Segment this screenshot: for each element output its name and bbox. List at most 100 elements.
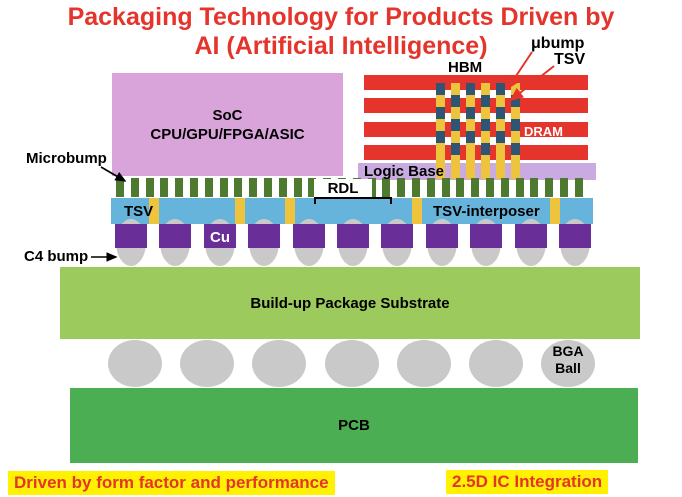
bga-ball <box>324 340 379 387</box>
hbm-ubump-segment <box>481 95 490 107</box>
microbump <box>397 178 406 197</box>
microbump <box>293 178 302 197</box>
microbump <box>130 178 139 197</box>
hbm-tsv-segment <box>466 143 475 155</box>
tsv-interposer-left-label: TSV <box>124 203 154 220</box>
microbump <box>278 178 287 197</box>
tsv-interposer-label: TSV-interposer <box>433 203 540 220</box>
hbm-ubump-segment <box>496 131 505 143</box>
hbm-tsv-segment <box>436 167 445 179</box>
hbm-tsv-segment <box>511 107 520 119</box>
hbm-tsv-segment <box>511 155 520 167</box>
cu-pillar <box>559 224 591 248</box>
hbm-tsv-segment <box>481 155 490 167</box>
hbm-tsv-segment <box>436 95 445 107</box>
bga-ball <box>252 340 307 387</box>
microbump <box>456 178 465 197</box>
hbm-ubump-segment <box>466 131 475 143</box>
microbump <box>190 178 198 197</box>
hbm-tsv-segment <box>466 95 475 107</box>
microbump <box>574 178 583 197</box>
hbm-tsv-segment <box>481 167 490 179</box>
microbump <box>219 178 228 197</box>
hbm-tsv-segment <box>481 107 490 119</box>
hbm-tsv-segment <box>451 131 460 143</box>
footer-right-note: 2.5D IC Integration <box>446 470 609 494</box>
hbm-ubump-segment <box>451 95 460 107</box>
microbump <box>145 178 154 197</box>
microbump <box>175 178 184 197</box>
interposer-tsv-stripe <box>149 198 159 224</box>
cu-pillar <box>203 224 236 248</box>
microbump <box>471 178 480 197</box>
microbump <box>500 178 509 197</box>
cu-pillar <box>514 224 547 248</box>
package-substrate-block: Build-up Package Substrate <box>60 267 640 339</box>
bga-ball <box>541 340 596 387</box>
interposer-tsv-stripe <box>285 198 295 224</box>
hbm-tsv-segment <box>436 119 445 131</box>
cu-pillar <box>381 224 414 248</box>
hbm-ubump-segment <box>481 119 490 131</box>
soc-label-line2: CPU/GPU/FPGA/ASIC <box>150 125 305 143</box>
bga-ball <box>180 340 235 387</box>
hbm-ubump-segment <box>481 143 490 155</box>
hbm-tsv-segment <box>436 143 445 155</box>
microbump <box>486 178 494 197</box>
logic-base-label: Logic Base <box>364 163 445 180</box>
hbm-tsv-segment <box>466 119 475 131</box>
microbump <box>545 178 554 197</box>
hbm-dram-die-bar <box>364 122 588 137</box>
soc-label-line1: SoC <box>212 106 243 124</box>
hbm-ubump-segment <box>511 95 520 107</box>
pcb-label: PCB <box>338 417 370 434</box>
footer-left-note: Driven by form factor and performance <box>8 471 335 495</box>
hbm-tsv-segment <box>436 155 445 167</box>
interposer-tsv-stripe <box>550 198 560 224</box>
rdl-label: RDL <box>327 179 359 197</box>
cu-pillar <box>470 224 503 248</box>
microbump <box>308 178 317 197</box>
hbm-tsv-segment <box>451 107 460 119</box>
hbm-tsv-segment <box>451 167 460 179</box>
slide-title-line2: AI (Artificial Intelligence) <box>194 32 488 60</box>
microbump <box>382 178 391 197</box>
hbm-label: HBM <box>448 59 483 76</box>
hbm-tsv-segment <box>451 155 460 167</box>
hbm-tsv-segment <box>496 155 505 167</box>
cu-pillar <box>159 224 192 248</box>
c4-bump-label: C4 bump <box>24 248 89 265</box>
hbm-tsv-segment <box>511 131 520 143</box>
bga-ball-label: BGA Ball <box>540 343 596 377</box>
hbm-ubump-segment <box>436 131 445 143</box>
rdl-label-box: RDL <box>314 179 372 197</box>
hbm-ubump-segment <box>451 119 460 131</box>
microbump <box>515 178 524 197</box>
hbm-ubump-segment <box>496 83 505 95</box>
cu-pillar <box>115 224 147 248</box>
microbump <box>249 178 258 197</box>
bga-ball <box>396 340 451 387</box>
hbm-ubump-segment <box>466 107 475 119</box>
bga-ball-label-line2: Ball <box>555 360 581 376</box>
microbump <box>234 178 243 197</box>
cu-pillar <box>337 224 369 248</box>
interposer-tsv-stripe <box>412 198 422 224</box>
hbm-tsv-segment <box>496 143 505 155</box>
hbm-tsv-segment <box>451 83 460 95</box>
interposer-tsv-stripe <box>235 198 245 224</box>
bga-ball <box>469 340 523 387</box>
rdl-bracket <box>314 197 392 204</box>
microbump <box>204 178 213 197</box>
hbm-tsv-segment <box>466 155 475 167</box>
logic-base-block <box>358 163 596 180</box>
hbm-tsv-segment <box>481 83 490 95</box>
bga-ball <box>108 340 162 387</box>
hbm-ubump-segment <box>466 83 475 95</box>
hbm-tsv-segment <box>511 83 520 95</box>
microbump <box>412 178 420 197</box>
hbm-dram-die-bar <box>364 145 588 160</box>
microbump <box>560 178 568 197</box>
hbm-ubump-segment <box>436 83 445 95</box>
substrate-label: Build-up Package Substrate <box>250 294 450 312</box>
